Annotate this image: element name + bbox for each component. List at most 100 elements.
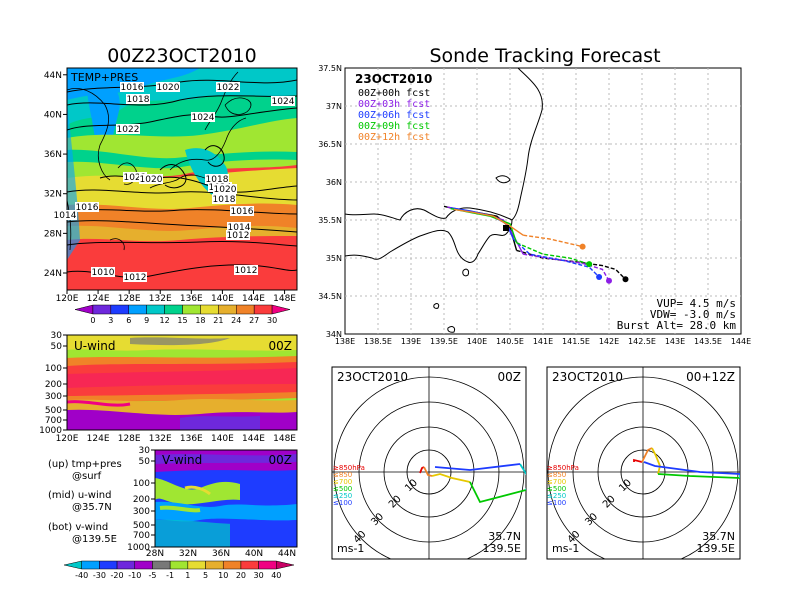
- vup-value: VUP= 4.5 m/s: [657, 297, 736, 310]
- colorbar-label: 21: [213, 316, 223, 325]
- wind-colorbar-label: -20: [111, 571, 124, 580]
- wind-colorbar-swatch: [81, 560, 100, 570]
- map-y-ticks: 24N 28N 32N 36N 40N 44N: [44, 71, 67, 279]
- isobar-label: 1018: [213, 195, 236, 205]
- isobar-label-bg: [226, 230, 250, 240]
- note-line-a: (bot) v-wind: [48, 522, 108, 533]
- wind-colorbar-swatch: [240, 560, 259, 570]
- hodo-left-unit: ms-1: [337, 542, 364, 555]
- hodo-right-date: 23OCT2010: [552, 370, 623, 384]
- hodograph-legend-item: ≤250: [547, 492, 566, 500]
- hodograph-legend-item: ≤100: [333, 499, 352, 507]
- wind-colorbar-label: -5: [148, 571, 156, 580]
- hodograph-legend-item: ≤700: [333, 478, 352, 486]
- hodo-left-time: 00Z: [498, 370, 522, 384]
- isobar-label: 1016: [76, 203, 99, 213]
- v-wind-y-tick-label: 700: [133, 531, 150, 541]
- colorbar-swatch: [92, 304, 112, 315]
- map-panel-label: TEMP+PRES: [70, 71, 138, 84]
- track-legend-item: 00Z+00h fcst: [358, 88, 430, 99]
- isobar-label-bg: [123, 172, 147, 182]
- v-wind-x-tick-label: 28N: [146, 549, 164, 559]
- isobar-label-bg: [234, 265, 258, 275]
- track-line-descent: [523, 234, 583, 248]
- colorbar-swatch: [74, 304, 94, 315]
- wind-colorbar-swatch: [187, 560, 206, 570]
- track-x-tick-label: 144E: [731, 337, 751, 346]
- u-wind-x-tick-label: 132E: [149, 434, 172, 444]
- v-wind-y-tick-label: 200: [133, 495, 150, 505]
- colorbar-label: 12: [159, 316, 169, 325]
- isobar-label-bg: [230, 206, 254, 216]
- colorbar-label: 3: [108, 316, 113, 325]
- u-wind-y-tick-label: 1000: [39, 426, 62, 436]
- track-x-tick-label: 138.5E: [364, 337, 392, 346]
- map-x-ticks: 120E 124E 128E 132E 136E 140E 144E 148E: [56, 290, 296, 304]
- isobar-label-bg: [126, 94, 150, 104]
- hodo-right-lat: 35.7N: [702, 530, 735, 543]
- isobar-label-bg: [205, 174, 229, 184]
- map-y-tick-label: 24N: [44, 269, 62, 279]
- hodo-left-lat: 35.7N: [488, 530, 521, 543]
- track-x-tick-label: 141E: [533, 337, 553, 346]
- map-y-tick-label: 44N: [44, 71, 62, 81]
- track-line-ascent: [453, 208, 524, 236]
- note-line-b: @35.7N: [72, 502, 112, 513]
- hodograph-left: 23OCT2010 00Z 35.7N 139.5E ms-1 ≥850hPa≤…: [331, 366, 527, 560]
- hodograph-legend-item: ≤250: [333, 492, 352, 500]
- track-y-tick-label: 35N: [326, 254, 342, 263]
- map-x-tick-label: 148E: [273, 294, 296, 304]
- wind-colorbar-swatch: [276, 560, 295, 570]
- hodo-right-time: 00+12Z: [686, 370, 735, 384]
- track-x-tick-label: 142.5E: [628, 337, 656, 346]
- wind-colorbar-label: -10: [128, 571, 141, 580]
- isobar-label: 1012: [124, 273, 147, 283]
- v-wind-y-tick-label: 1000: [127, 543, 150, 553]
- u-wind-label: U-wind: [74, 339, 115, 353]
- hodograph-legend-item: ≤500: [547, 485, 566, 493]
- isobar-label: 1018: [206, 175, 229, 185]
- map-y-tick-label: 36N: [44, 150, 62, 160]
- v-wind-x-tick-label: 32N: [179, 549, 197, 559]
- u-wind-x-tick-label: 144E: [242, 434, 265, 444]
- hodograph-legend-item: ≤700: [547, 478, 566, 486]
- note-line-b: @surf: [72, 471, 102, 482]
- map-x-tick-label: 124E: [87, 294, 110, 304]
- wind-colorbar-label: -30: [93, 571, 106, 580]
- track-x-tick-label: 141.5E: [562, 337, 590, 346]
- map-x-tick-label: 128E: [118, 294, 141, 304]
- isobar-label: 1022: [217, 83, 240, 93]
- v-wind-label: V-wind: [162, 453, 202, 467]
- isobar-label-bg: [123, 272, 147, 282]
- coastline: [345, 68, 543, 333]
- colorbar-swatch: [236, 304, 255, 315]
- hodograph-legend-item: ≥850hPa: [547, 464, 579, 472]
- hodo-left-date: 23OCT2010: [337, 370, 408, 384]
- colorbar-label: 30: [267, 316, 277, 325]
- isobar-label: 1010: [92, 268, 115, 278]
- track-x-tick-label: 139.5E: [430, 337, 458, 346]
- wind-colorbar-swatch: [99, 560, 118, 570]
- wind-colorbar-swatch: [222, 560, 242, 570]
- hodo-right-unit: ms-1: [552, 542, 579, 555]
- hodograph-left-rings: [332, 367, 526, 559]
- sonde-track-panel: 138E 138.5E 139E 139.5E 140E 140.5E 141E 141.5E…: [318, 64, 751, 346]
- isobar-label-bg: [75, 202, 99, 212]
- map-x-tick-label: 144E: [242, 294, 265, 304]
- track-y-tick-label: 36.5N: [318, 140, 342, 149]
- u-wind-time: 00Z: [269, 339, 293, 353]
- hodograph-legend-item: ≤500: [333, 485, 352, 493]
- track-line-descent: [523, 253, 610, 282]
- u-wind-x-tick-label: 124E: [87, 434, 110, 444]
- colorbar-swatch: [200, 304, 219, 315]
- isobar-label: 1014: [54, 211, 77, 221]
- note-line-a: (up) tmp+pres: [48, 459, 122, 470]
- wind-colorbar-swatch: [258, 560, 277, 570]
- v-wind-x-tick-label: 36N: [212, 549, 230, 559]
- note-line-a: (mid) u-wind: [48, 490, 111, 501]
- wind-colorbar-label: 5: [203, 571, 208, 580]
- isobar-label: 1024: [192, 113, 215, 123]
